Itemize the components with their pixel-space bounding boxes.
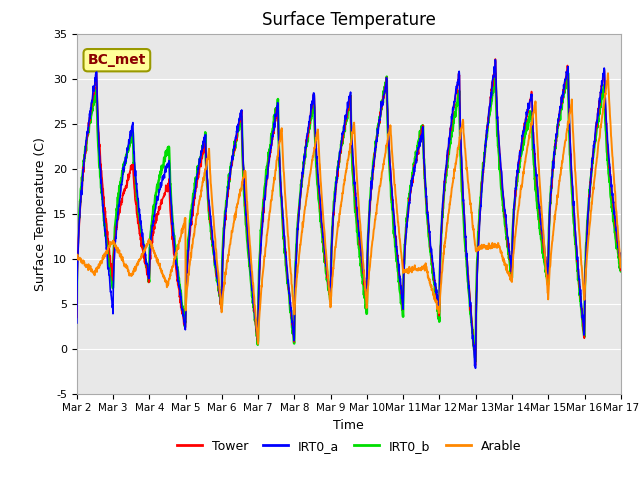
Legend: Tower, IRT0_a, IRT0_b, Arable: Tower, IRT0_a, IRT0_b, Arable: [172, 434, 526, 457]
X-axis label: Time: Time: [333, 419, 364, 432]
Title: Surface Temperature: Surface Temperature: [262, 11, 436, 29]
Y-axis label: Surface Temperature (C): Surface Temperature (C): [35, 137, 47, 290]
Text: BC_met: BC_met: [88, 53, 146, 67]
